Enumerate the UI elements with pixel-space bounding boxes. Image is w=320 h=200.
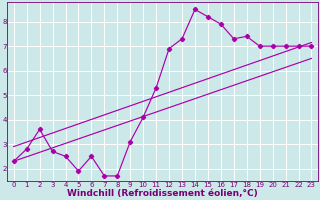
X-axis label: Windchill (Refroidissement éolien,°C): Windchill (Refroidissement éolien,°C) — [67, 189, 258, 198]
